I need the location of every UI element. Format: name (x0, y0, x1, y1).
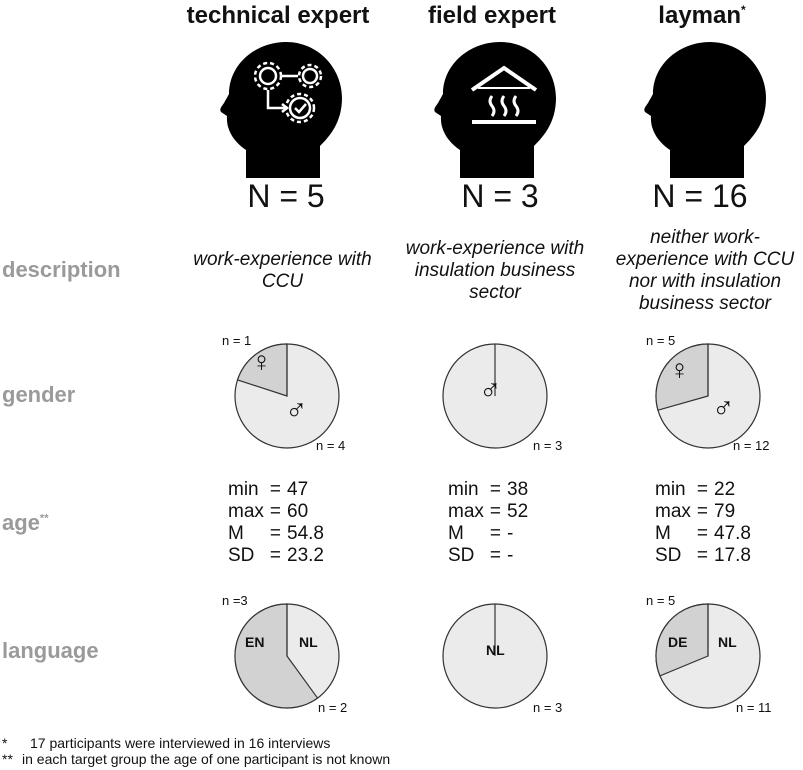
layman-head-icon (644, 42, 766, 178)
language-first-count-technical-expert: n =3 (222, 593, 248, 608)
female-symbol: ♀ (251, 346, 272, 377)
language-code-en: EN (245, 634, 265, 650)
language-pie-layman: DE NL (654, 602, 762, 710)
language-pie-technical-expert: EN NL (233, 602, 341, 710)
language-code-de: DE (668, 634, 688, 650)
description-technical-expert: work-experience with CCU (193, 249, 372, 292)
n-count-technical-expert: N = 5 (247, 178, 325, 214)
n-count-field-expert: N = 3 (461, 178, 539, 214)
gender-pie-technical-expert: ♀ ♂ (233, 342, 341, 450)
column-title-technical-expert: technical expert (186, 2, 370, 29)
language-code-nl: NL (718, 634, 737, 650)
gender-male-count-technical-expert: n = 4 (316, 438, 346, 453)
language-second-count-technical-expert: n = 2 (318, 700, 348, 715)
female-symbol: ♀ (669, 354, 690, 385)
column-title-field-expert: field expert (427, 2, 557, 29)
row-label-description: description (2, 257, 121, 282)
male-symbol: ♂ (712, 392, 735, 425)
male-symbol: ♂ (479, 374, 502, 407)
language-second-count-layman: n = 11 (736, 700, 772, 715)
language-pie-first-slice (234, 603, 319, 709)
language-pie-first-slice (655, 603, 709, 677)
age-stats-field-expert: min = 38 max = 52 M = - SD = - (448, 479, 529, 566)
footnote-2: ** in each target group the age of one pa… (2, 751, 391, 767)
gender-female-count-technical-expert: n = 1 (222, 333, 252, 348)
age-stats-technical-expert: min = 47 max = 60 M = 54.8 SD = 23.2 (228, 479, 324, 566)
language-code-nl: NL (486, 642, 505, 658)
footnote-1: * 17 participants were interviewed in 16 … (2, 735, 331, 751)
technical-expert-head-icon (220, 42, 342, 178)
age-stats-layman: min = 22 max = 79 M = 47.8 SD = 17.8 (655, 479, 751, 566)
language-pie-field-expert: NL (441, 602, 549, 710)
gender-female-count-layman: n = 5 (646, 333, 676, 348)
language-code-nl: NL (299, 634, 318, 650)
gender-male-count-layman: n = 12 (733, 438, 770, 453)
gender-pie-female-slice (655, 343, 709, 411)
gender-pie-female-slice (236, 343, 288, 397)
description-layman: neither work-experience with CCU nor wit… (615, 227, 795, 314)
column-title-layman: layman* (658, 2, 746, 29)
row-label-gender: gender (2, 382, 76, 407)
row-label-language: language (2, 638, 99, 663)
row-label-age: age** (2, 510, 49, 535)
description-field-expert: work-experience with insulation business… (405, 238, 585, 303)
male-symbol: ♂ (285, 394, 308, 427)
language-second-count-field-expert: n = 3 (533, 700, 563, 715)
gender-pie-layman: ♀ ♂ (654, 342, 762, 450)
field-expert-head-icon (434, 42, 556, 178)
gender-male-count-field-expert: n = 3 (533, 438, 563, 453)
n-count-layman: N = 16 (652, 178, 748, 214)
language-first-count-layman: n = 5 (646, 593, 676, 608)
gender-pie-field-expert: ♂ (441, 342, 549, 450)
